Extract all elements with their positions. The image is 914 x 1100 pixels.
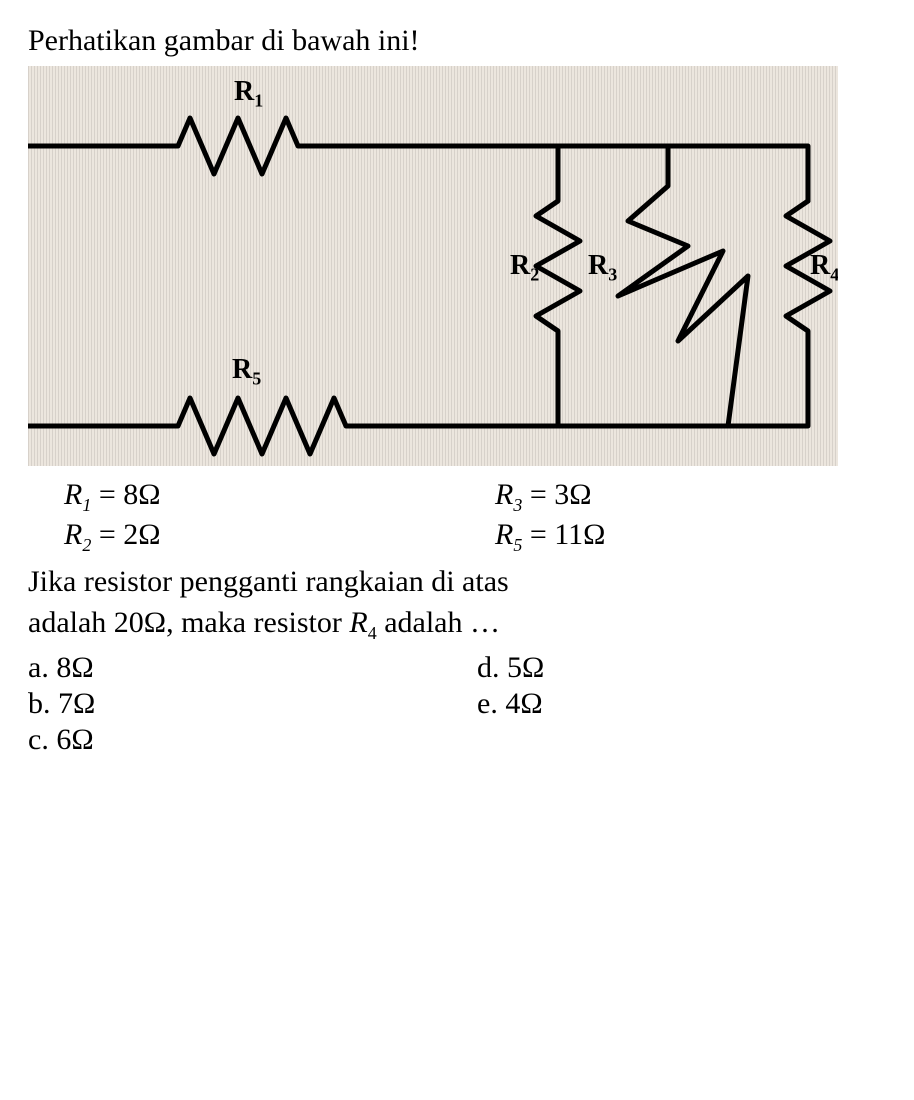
label-r3-sub: 3 (608, 265, 617, 285)
label-r1-sub: 1 (254, 91, 263, 111)
given-r3-eq: = 3Ω (522, 478, 591, 511)
given-r5-eq: = 11Ω (522, 518, 605, 551)
circuit-svg (28, 66, 838, 466)
circuit-diagram: R1 R2 R3 R4 R5 (28, 66, 838, 466)
given-r2-sub: 2 (82, 535, 91, 555)
question-intro: Perhatikan gambar di bawah ini! (28, 24, 886, 58)
given-r3: R3 = 3Ω (495, 478, 886, 516)
given-r1: R1 = 8Ω (64, 478, 455, 516)
given-r3-sym: R (495, 478, 513, 511)
question-line-2: adalah 20Ω, maka resistor R4 adalah … (28, 603, 886, 645)
label-r4-sym: R (810, 250, 830, 281)
option-b[interactable]: b. 7Ω (28, 687, 437, 721)
given-r3-sub: 3 (513, 495, 522, 515)
label-r5-sym: R (232, 354, 252, 385)
given-r5: R5 = 11Ω (495, 518, 886, 556)
question-line-2a: adalah 20Ω, maka resistor (28, 606, 349, 639)
label-r3-sym: R (588, 250, 608, 281)
given-r1-sub: 1 (82, 495, 91, 515)
answer-options: a. 8Ω d. 5Ω b. 7Ω e. 4Ω c. 6Ω (28, 651, 886, 757)
question-line-2b: adalah … (377, 606, 500, 639)
label-r1-sym: R (234, 76, 254, 107)
given-r2-sym: R (64, 518, 82, 551)
label-r4-sub: 4 (830, 265, 838, 285)
label-r4: R4 (810, 250, 838, 286)
question-r4-sym: R (349, 606, 367, 639)
given-values: R1 = 8Ω R3 = 3Ω R2 = 2Ω R5 = 11Ω (64, 478, 886, 556)
given-r1-sym: R (64, 478, 82, 511)
label-r5-sub: 5 (252, 369, 261, 389)
question-line-1: Jika resistor pengganti rangkaian di ata… (28, 562, 886, 603)
option-c[interactable]: c. 6Ω (28, 723, 437, 757)
option-d[interactable]: d. 5Ω (477, 651, 886, 685)
question-body: Jika resistor pengganti rangkaian di ata… (28, 562, 886, 645)
question-r4-sub: 4 (368, 623, 377, 643)
given-r2-eq: = 2Ω (91, 518, 160, 551)
label-r2: R2 (510, 250, 539, 286)
label-r2-sub: 2 (530, 265, 539, 285)
option-a[interactable]: a. 8Ω (28, 651, 437, 685)
label-r5: R5 (232, 354, 261, 390)
label-r1: R1 (234, 76, 263, 112)
given-r5-sym: R (495, 518, 513, 551)
given-r5-sub: 5 (513, 535, 522, 555)
given-r1-eq: = 8Ω (91, 478, 160, 511)
label-r2-sym: R (510, 250, 530, 281)
option-e[interactable]: e. 4Ω (477, 687, 886, 721)
given-r2: R2 = 2Ω (64, 518, 455, 556)
label-r3: R3 (588, 250, 617, 286)
